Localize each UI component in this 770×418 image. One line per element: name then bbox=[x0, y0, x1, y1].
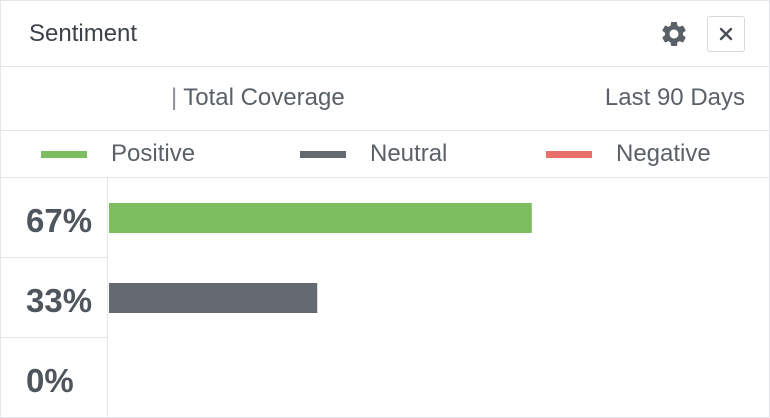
widget-header: Sentiment bbox=[1, 1, 769, 67]
close-button[interactable] bbox=[707, 15, 745, 52]
legend-label-neutral: Neutral bbox=[370, 140, 448, 167]
date-range[interactable]: Last 90 Days bbox=[604, 84, 745, 111]
legend-label-positive: Positive bbox=[111, 140, 196, 167]
legend-swatch-negative bbox=[546, 150, 592, 158]
coverage-separator: | bbox=[171, 84, 178, 111]
gear-icon[interactable] bbox=[659, 19, 689, 49]
widget-title: Sentiment bbox=[29, 19, 138, 47]
legend-swatch-positive bbox=[41, 150, 87, 158]
header-actions bbox=[659, 15, 745, 52]
bar-positive[interactable] bbox=[109, 203, 532, 233]
chart-legend: Positive Neutral Negative bbox=[1, 131, 769, 178]
legend-item-neutral: Neutral bbox=[300, 140, 447, 168]
bar-neutral[interactable] bbox=[109, 283, 318, 313]
coverage-bar: | Total Coverage Last 90 Days bbox=[1, 67, 769, 131]
bar-label-negative: 0% bbox=[26, 362, 74, 399]
bar-chart-svg: 67% 33% 0% bbox=[1, 178, 532, 418]
legend-item-negative: Negative bbox=[546, 140, 711, 168]
close-icon bbox=[719, 27, 733, 40]
coverage-label: Total Coverage bbox=[183, 84, 345, 111]
legend-label-negative: Negative bbox=[616, 140, 711, 167]
bar-label-neutral: 33% bbox=[26, 282, 92, 319]
bar-label-positive: 67% bbox=[26, 202, 92, 239]
legend-item-positive: Positive bbox=[41, 140, 195, 168]
sentiment-chart: 67% 33% 0% bbox=[1, 178, 769, 418]
legend-swatch-neutral bbox=[300, 150, 346, 158]
coverage-filter[interactable]: | Total Coverage bbox=[171, 84, 345, 112]
